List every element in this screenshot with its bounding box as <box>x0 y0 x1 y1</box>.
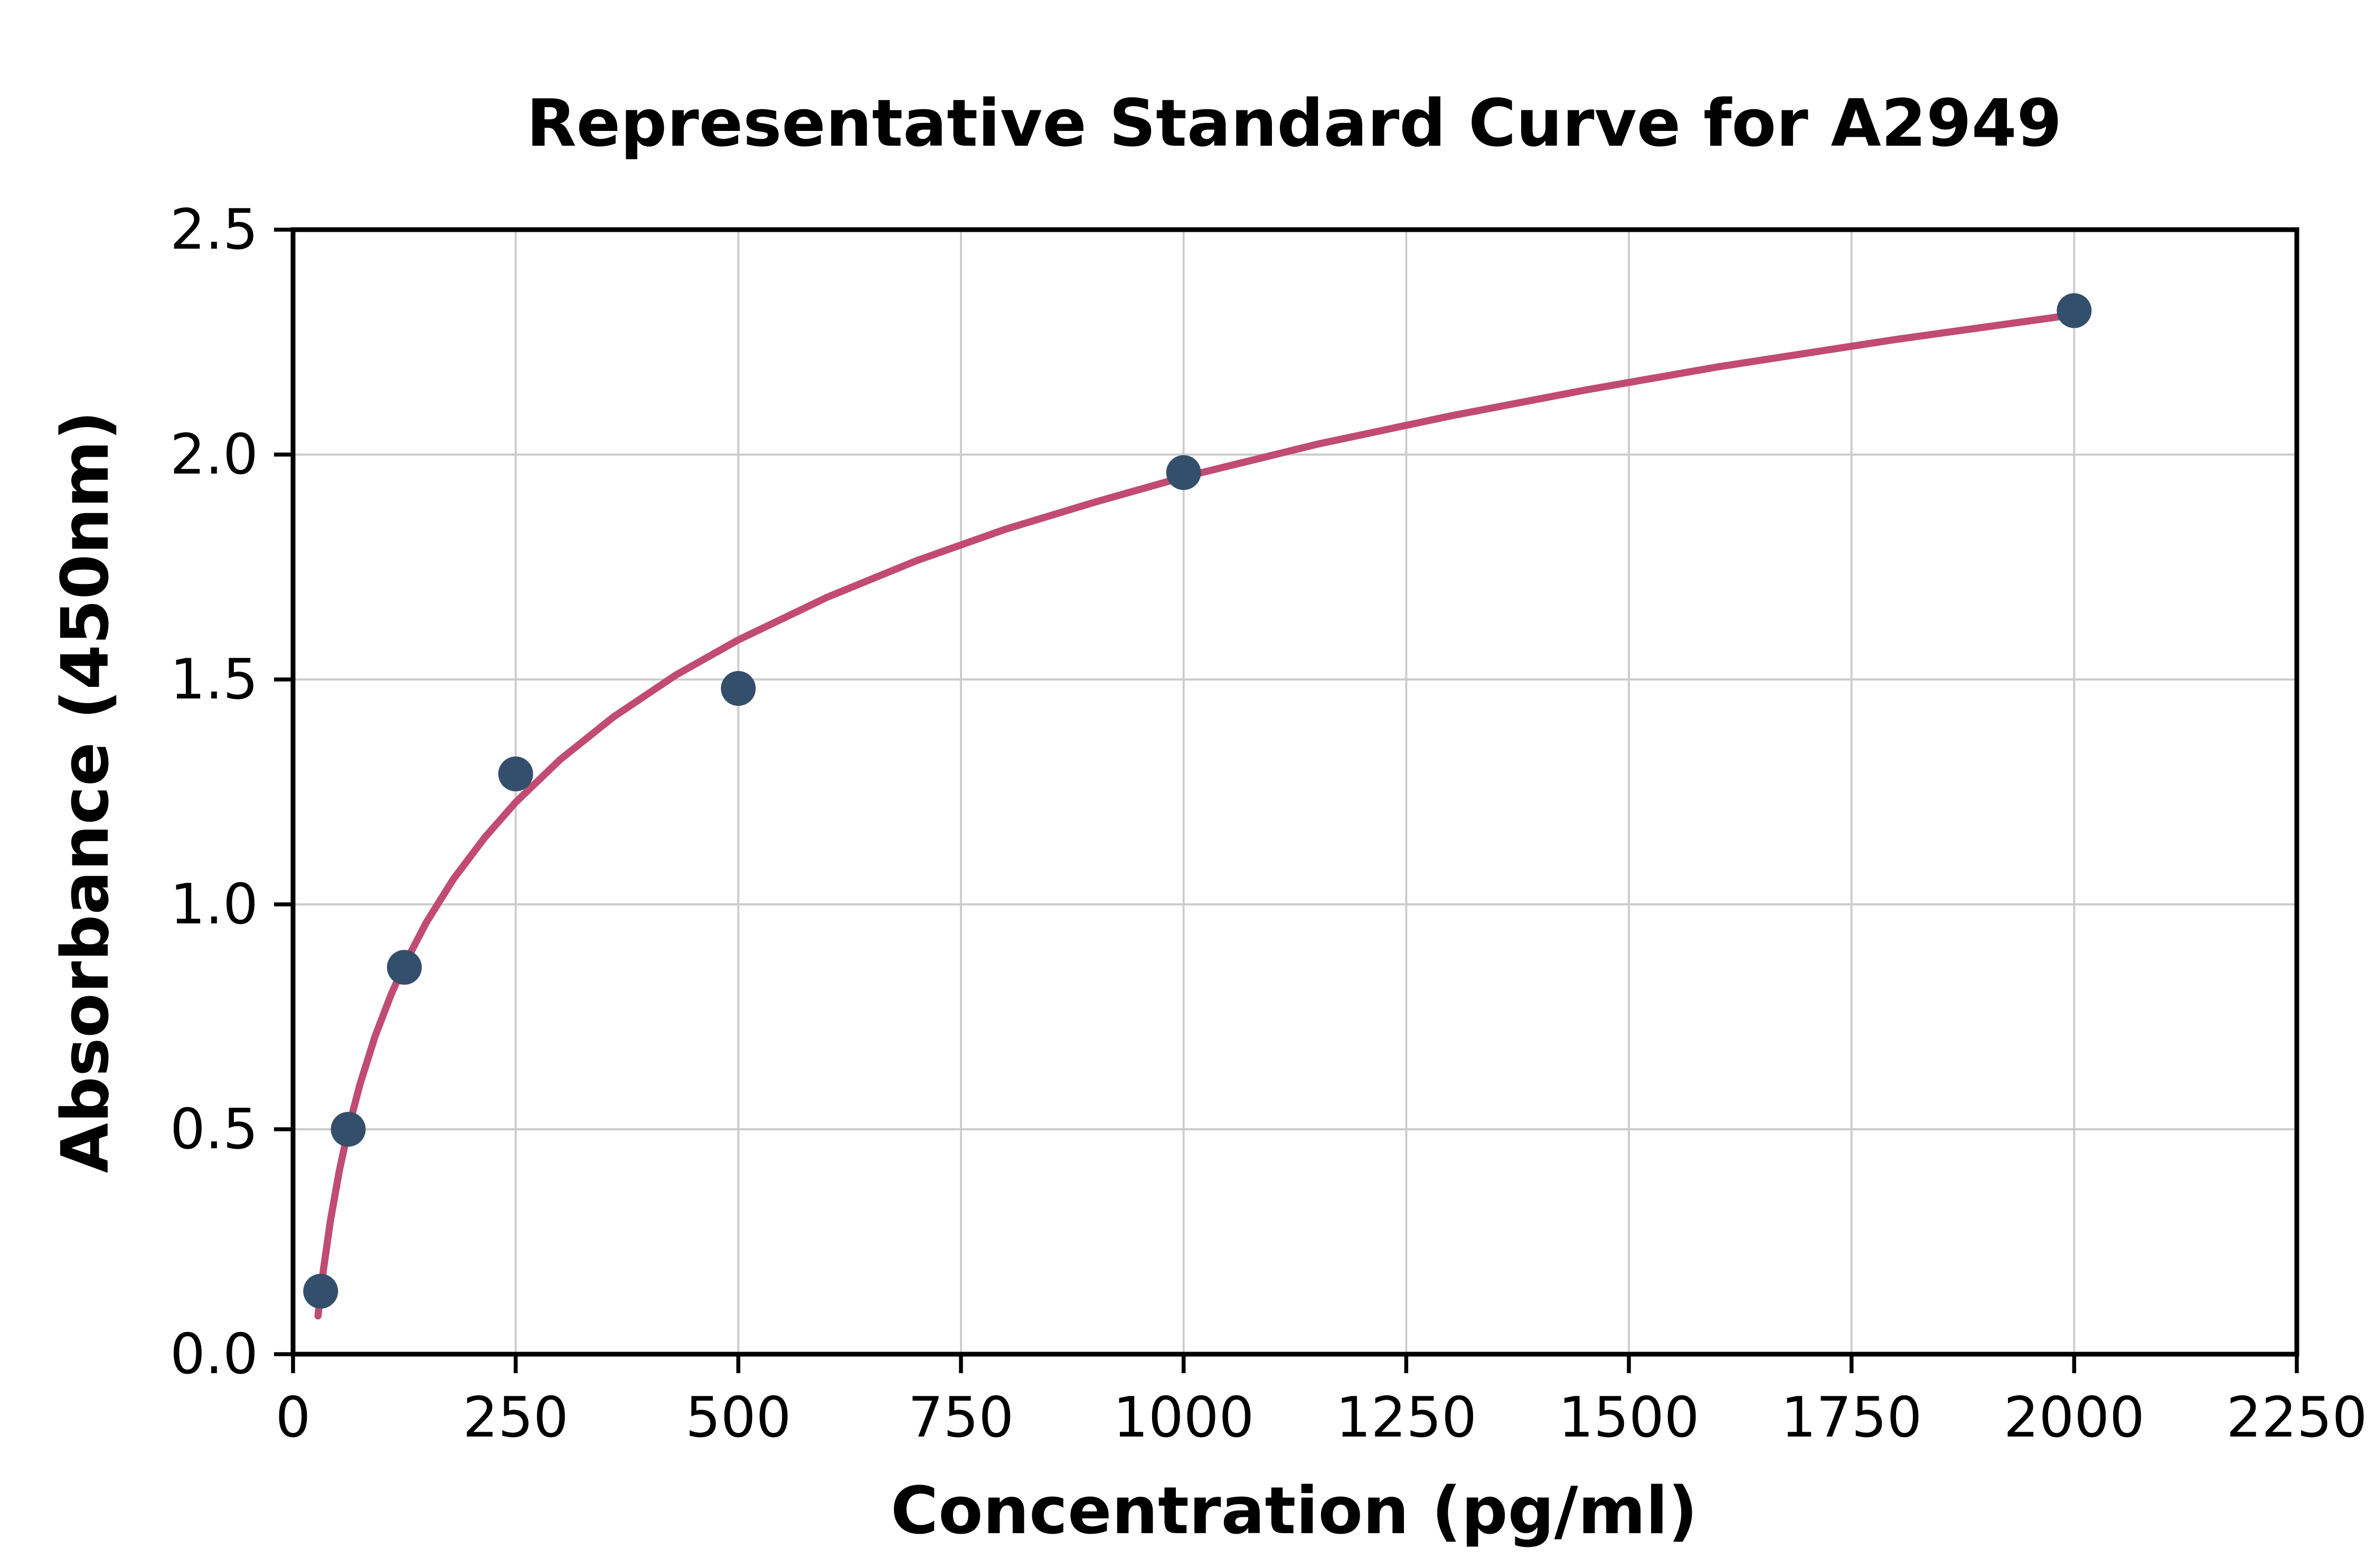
y-tick-label: 0.0 <box>170 1322 258 1386</box>
y-tick-label: 2.5 <box>170 197 258 262</box>
x-tick-label: 1500 <box>1558 1385 1699 1450</box>
data-point <box>331 1112 366 1147</box>
y-axis-title: Absorbance (450nm) <box>48 411 124 1173</box>
y-tick-label: 1.5 <box>170 647 258 712</box>
y-tick-label: 1.0 <box>170 872 258 937</box>
y-tick-label: 2.0 <box>170 422 258 487</box>
data-point <box>1166 455 1201 490</box>
fit-curve-layer <box>314 311 2078 1320</box>
fit-curve <box>314 311 2078 1320</box>
x-tick-label: 2250 <box>2226 1385 2367 1450</box>
x-axis-title: Concentration (pg/ml) <box>891 1473 1698 1549</box>
x-tick-label: 2000 <box>2004 1385 2145 1450</box>
plot-border <box>290 227 2299 1357</box>
data-point <box>386 950 422 985</box>
x-tick-label: 500 <box>685 1385 791 1450</box>
data-point <box>2057 293 2092 328</box>
data-point <box>498 756 533 791</box>
chart-title: Representative Standard Curve for A2949 <box>526 86 2062 162</box>
y-tick-label: 0.5 <box>170 1097 258 1161</box>
x-tick-label: 0 <box>276 1385 311 1450</box>
grid-layer <box>292 229 2298 1355</box>
x-tick-label: 250 <box>463 1385 568 1450</box>
x-tick-label: 1750 <box>1781 1385 1922 1450</box>
tick-layer <box>274 228 2299 1373</box>
tick-label-layer: 0 250 500 750 1000 1250 1500 1750 2000 2250 0.0 0.5… <box>170 197 2368 1450</box>
data-point <box>721 671 756 706</box>
x-tick-label: 750 <box>908 1385 1014 1450</box>
x-tick-label: 1250 <box>1336 1385 1477 1450</box>
x-tick-label: 1000 <box>1113 1385 1254 1450</box>
data-point <box>303 1273 338 1309</box>
data-points-layer <box>303 293 2092 1309</box>
